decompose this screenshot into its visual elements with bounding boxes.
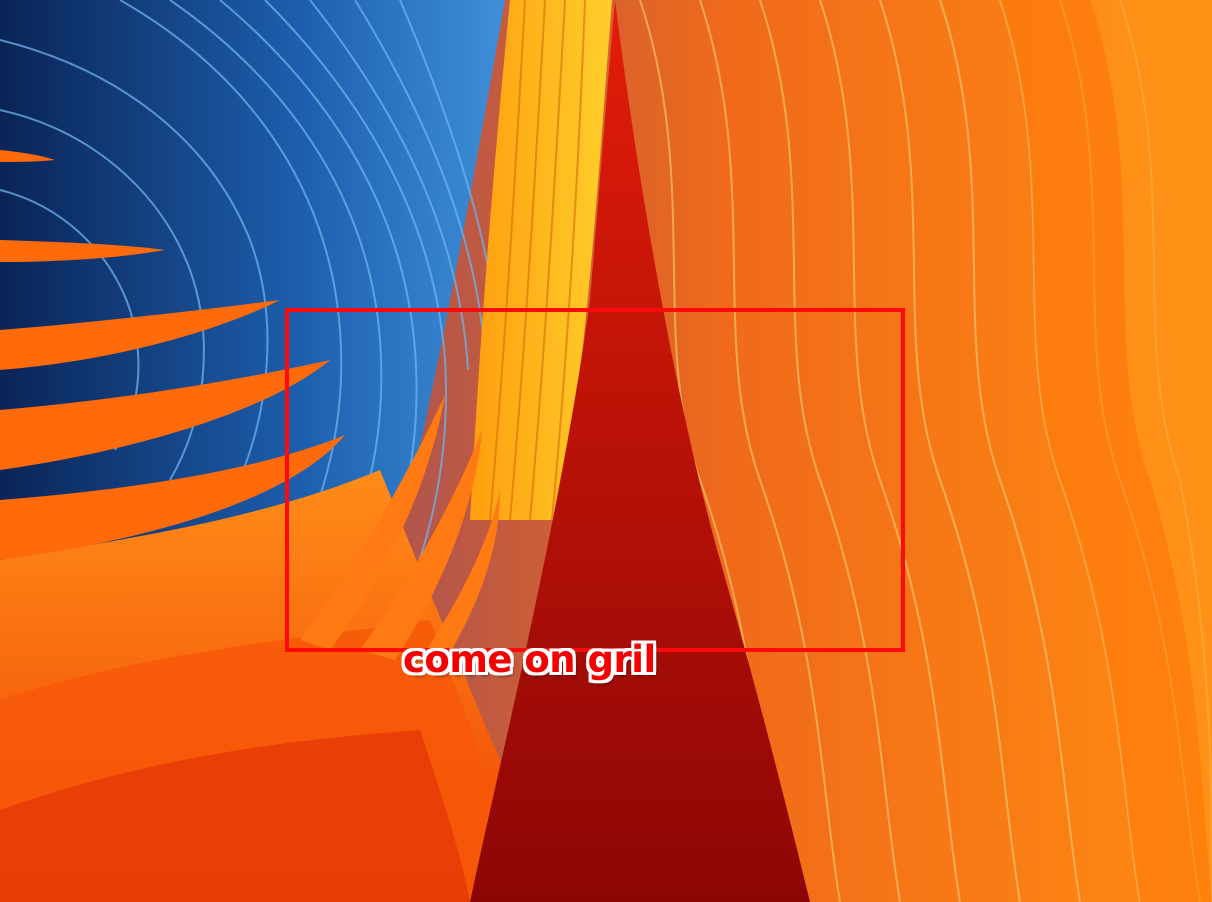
annotation-caption: come on gril xyxy=(403,638,656,681)
